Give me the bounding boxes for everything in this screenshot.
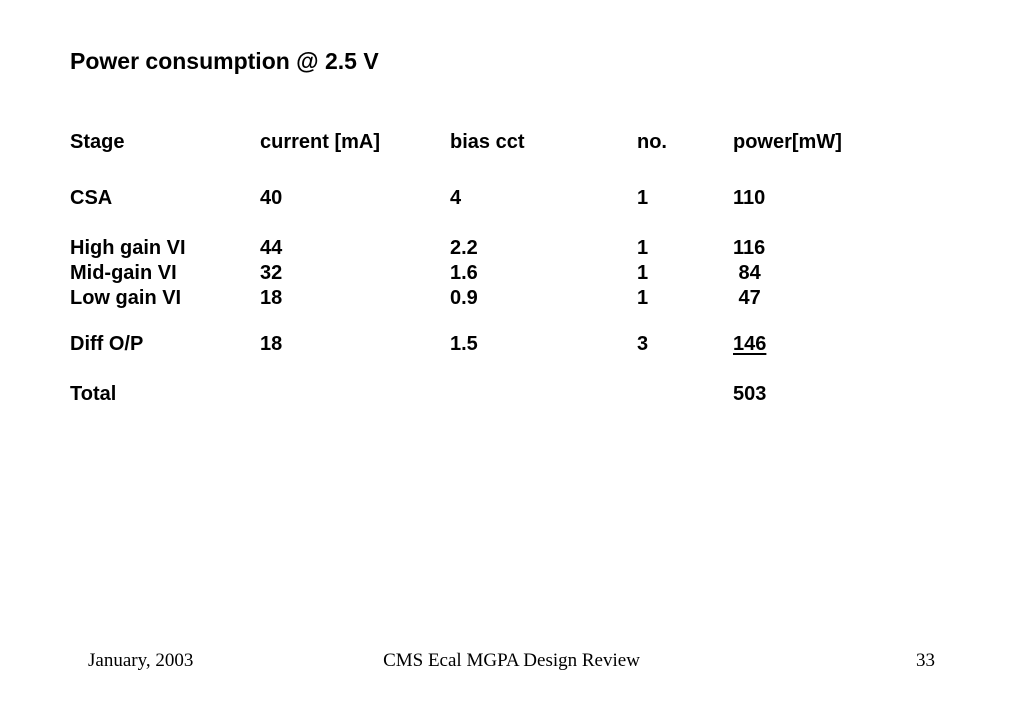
cell-stage: Diff O/P <box>70 333 144 355</box>
cell-no: 3 <box>637 333 649 355</box>
slide-title: Power consumption @ 2.5 V <box>70 48 379 74</box>
cell-power: 503 <box>733 383 767 405</box>
cell-bias: 1.5 <box>450 333 478 355</box>
cell-stage: High gain VI <box>70 237 186 259</box>
header-stage: Stage <box>70 131 125 153</box>
table-row-total: Total 503 <box>70 383 766 408</box>
table-header-row: Stage current [mA] bias cct no. power[mW… <box>70 131 842 156</box>
table-row-csa: CSA 40 4 1 110 <box>70 187 765 212</box>
cell-power: 116 <box>733 237 766 259</box>
table-row-diff-op: Diff O/P 18 1.5 3 146 <box>70 333 766 358</box>
cell-no: 1 <box>637 287 649 309</box>
cell-stage: Low gain VI <box>70 287 182 309</box>
cell-bias: 0.9 <box>450 287 478 309</box>
cell-current: 18 <box>260 287 283 309</box>
cell-power: 110 <box>733 187 766 209</box>
cell-stage: Mid-gain VI <box>70 262 177 284</box>
table-row-high-gain: High gain VI 44 2.2 1 116 <box>70 237 765 262</box>
cell-current: 18 <box>260 333 283 355</box>
table-row-low-gain: Low gain VI 18 0.9 1 47 <box>70 287 761 312</box>
cell-current: 40 <box>260 187 283 209</box>
table-row-mid-gain: Mid-gain VI 32 1.6 1 84 <box>70 262 761 287</box>
footer-title: CMS Ecal MGPA Design Review <box>383 650 640 671</box>
cell-power: 47 <box>733 287 761 309</box>
cell-no: 1 <box>637 237 649 259</box>
cell-current: 44 <box>260 237 283 259</box>
header-bias: bias cct <box>450 131 525 153</box>
slide-footer: January, 2003 CMS Ecal MGPA Design Revie… <box>0 650 1023 676</box>
cell-no: 1 <box>637 187 649 209</box>
cell-bias: 1.6 <box>450 262 478 284</box>
header-no: no. <box>637 131 667 153</box>
footer-date: January, 2003 <box>88 650 194 671</box>
cell-no: 1 <box>637 262 649 284</box>
cell-stage: Total <box>70 383 117 405</box>
cell-current: 32 <box>260 262 283 284</box>
cell-bias: 4 <box>450 187 462 209</box>
header-power: power[mW] <box>733 131 842 153</box>
cell-stage: CSA <box>70 187 113 209</box>
cell-power: 84 <box>733 262 761 284</box>
footer-page-number: 33 <box>916 650 935 671</box>
cell-power-underlined: 146 <box>733 333 767 355</box>
header-current: current [mA] <box>260 131 381 153</box>
cell-bias: 2.2 <box>450 237 478 259</box>
